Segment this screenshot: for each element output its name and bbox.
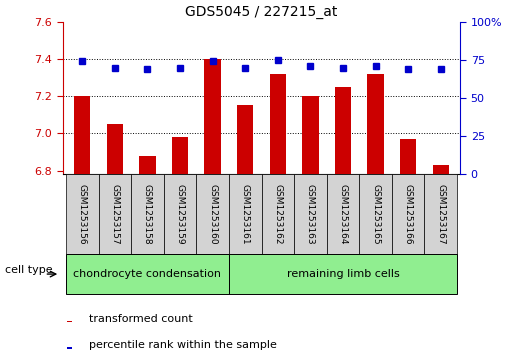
- Text: GSM1253165: GSM1253165: [371, 184, 380, 245]
- Text: GSM1253160: GSM1253160: [208, 184, 217, 245]
- Bar: [294, 174, 327, 254]
- Text: remaining limb cells: remaining limb cells: [287, 269, 400, 279]
- Text: GSM1253159: GSM1253159: [176, 184, 185, 245]
- Text: GSM1253166: GSM1253166: [404, 184, 413, 245]
- Bar: [335, 87, 351, 174]
- Bar: [204, 59, 221, 174]
- Bar: [164, 174, 196, 254]
- Text: GSM1253167: GSM1253167: [436, 184, 445, 245]
- Bar: [392, 174, 424, 254]
- Bar: [270, 74, 286, 174]
- Text: GSM1253163: GSM1253163: [306, 184, 315, 245]
- Text: GSM1253158: GSM1253158: [143, 184, 152, 245]
- Bar: [74, 96, 90, 174]
- Text: transformed count: transformed count: [88, 314, 192, 323]
- Bar: [229, 254, 457, 294]
- Bar: [424, 174, 457, 254]
- Bar: [367, 74, 384, 174]
- Bar: [131, 174, 164, 254]
- Bar: [107, 124, 123, 174]
- Text: cell type: cell type: [5, 265, 53, 276]
- Bar: [66, 254, 229, 294]
- Title: GDS5045 / 227215_at: GDS5045 / 227215_at: [185, 5, 338, 19]
- Bar: [237, 105, 253, 174]
- Text: GSM1253162: GSM1253162: [274, 184, 282, 244]
- Bar: [67, 321, 72, 322]
- Bar: [99, 174, 131, 254]
- Bar: [433, 165, 449, 174]
- Bar: [196, 174, 229, 254]
- Bar: [262, 174, 294, 254]
- Bar: [172, 137, 188, 174]
- Bar: [302, 96, 319, 174]
- Bar: [359, 174, 392, 254]
- Bar: [66, 174, 99, 254]
- Text: GSM1253157: GSM1253157: [110, 184, 119, 245]
- Text: GSM1253161: GSM1253161: [241, 184, 249, 245]
- Bar: [67, 347, 72, 348]
- Text: GSM1253164: GSM1253164: [338, 184, 347, 244]
- Text: percentile rank within the sample: percentile rank within the sample: [88, 340, 277, 350]
- Bar: [139, 156, 156, 174]
- Bar: [229, 174, 262, 254]
- Text: chondrocyte condensation: chondrocyte condensation: [73, 269, 221, 279]
- Bar: [400, 139, 416, 174]
- Bar: [327, 174, 359, 254]
- Text: GSM1253156: GSM1253156: [78, 184, 87, 245]
